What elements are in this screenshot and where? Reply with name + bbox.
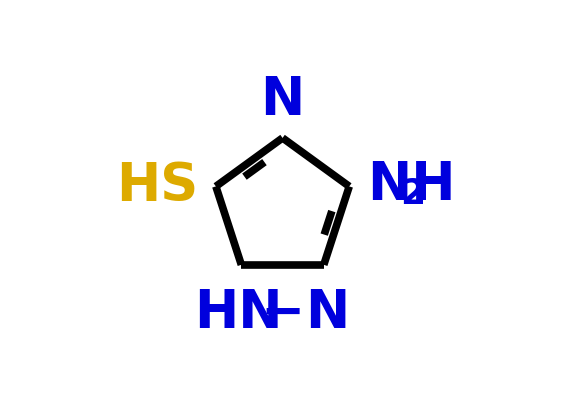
Text: N: N <box>260 74 305 126</box>
Text: N: N <box>305 286 349 338</box>
Text: HS: HS <box>116 159 198 211</box>
Text: −: − <box>260 286 305 338</box>
Text: NH: NH <box>367 159 455 210</box>
Text: HN: HN <box>194 286 282 338</box>
Text: 2: 2 <box>400 176 425 210</box>
